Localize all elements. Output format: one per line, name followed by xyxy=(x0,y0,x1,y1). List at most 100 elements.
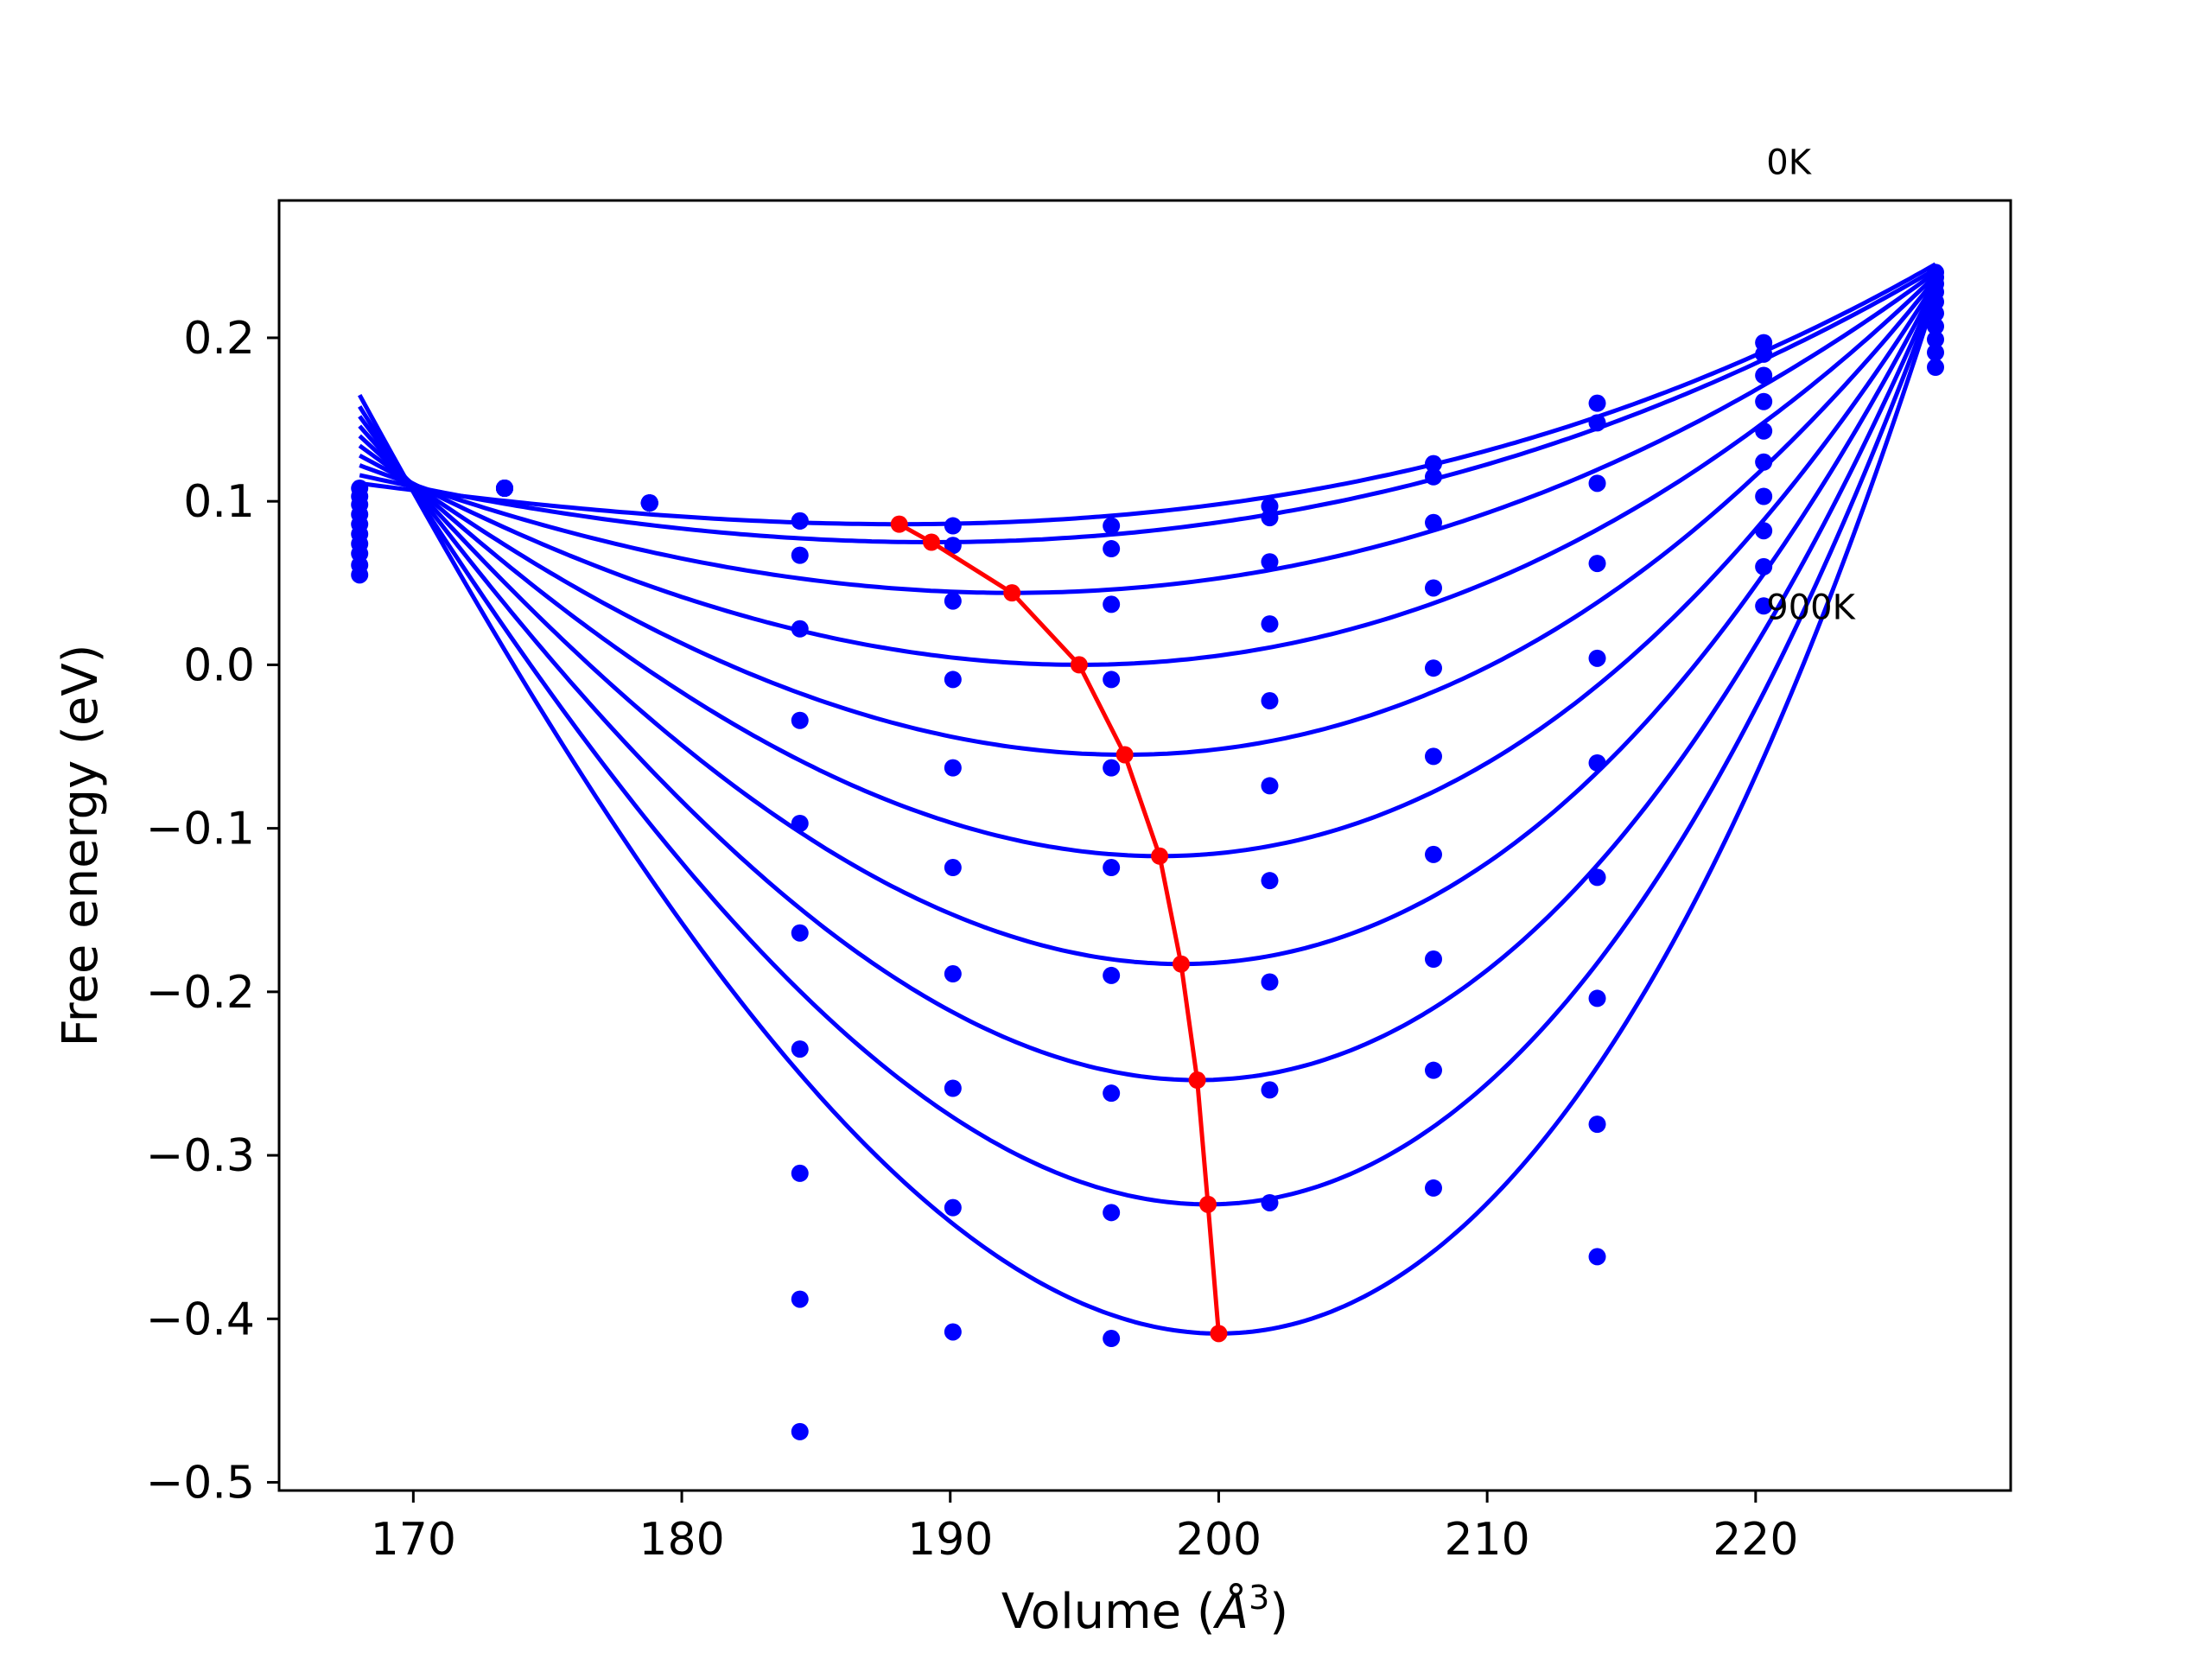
fit-curve-200K xyxy=(359,270,1937,595)
fit-curve-100K xyxy=(359,267,1937,544)
ticks-layer: 170 180 190 200 210 220 −0.5 −0.4 −0.3 −0.2 −0.1 0.… xyxy=(146,313,1799,1566)
data-point-900K-3 xyxy=(791,1290,809,1308)
data-point-500K-8 xyxy=(1588,753,1606,772)
data-points-layer xyxy=(351,264,1945,1440)
data-point-900K-2 xyxy=(640,494,658,512)
x-axis-title-volume: Volume ( xyxy=(1001,1584,1216,1640)
y-tick-label-6: 0.1 xyxy=(183,476,255,528)
annotations-layer: 0K 900K xyxy=(1766,143,1856,628)
minima-point-8 xyxy=(1199,1195,1217,1213)
data-point-700K-9 xyxy=(1755,522,1773,540)
minima-point-5 xyxy=(1151,847,1169,865)
data-point-400K-6 xyxy=(1261,692,1279,710)
minima-point-2 xyxy=(1003,584,1021,602)
data-point-600K-10 xyxy=(1927,317,1945,335)
data-point-800K-7 xyxy=(1425,1061,1442,1079)
data-point-200K-6 xyxy=(1261,553,1279,571)
fit-curve-500K xyxy=(358,281,1938,859)
data-point-600K-5 xyxy=(1103,966,1121,984)
data-point-500K-10 xyxy=(1927,304,1945,322)
data-point-400K-8 xyxy=(1588,649,1606,667)
data-point-200K-3 xyxy=(791,546,809,564)
y-axis-title: Free energy (eV) xyxy=(53,644,109,1046)
minima-point-6 xyxy=(1172,955,1190,973)
data-point-300K-6 xyxy=(1261,615,1279,633)
plot-frame xyxy=(277,199,2012,1492)
x-axis-title: Volume (Å3) xyxy=(1001,1579,1288,1640)
data-point-200K-4 xyxy=(944,592,962,610)
y-tick-label-3: −0.2 xyxy=(146,967,255,1019)
data-point-100K-4 xyxy=(944,537,962,555)
data-point-600K-8 xyxy=(1588,868,1606,887)
data-point-700K-7 xyxy=(1425,950,1442,969)
data-point-500K-7 xyxy=(1425,747,1442,766)
data-point-900K-5 xyxy=(1103,1330,1121,1348)
annotation-0K: 0K xyxy=(1766,143,1812,183)
data-point-800K-6 xyxy=(1261,1081,1279,1099)
minima-point-4 xyxy=(1116,746,1134,764)
data-point-900K-10 xyxy=(1927,359,1945,377)
x-tick-label-200: 200 xyxy=(1176,1514,1262,1566)
data-point-900K-9 xyxy=(1755,597,1773,615)
data-point-300K-5 xyxy=(1103,671,1121,689)
data-point-extra-0 xyxy=(791,1422,809,1440)
data-point-300K-9 xyxy=(1755,392,1773,410)
data-point-300K-8 xyxy=(1588,555,1606,573)
y-tick-label-2: −0.3 xyxy=(146,1130,255,1182)
minima-point-7 xyxy=(1188,1071,1206,1090)
data-point-900K-6 xyxy=(1261,1193,1279,1211)
data-point-700K-5 xyxy=(1103,1084,1121,1103)
minima-point-9 xyxy=(1210,1325,1228,1343)
data-point-700K-4 xyxy=(944,1079,962,1097)
data-point-200K-7 xyxy=(1425,513,1442,531)
data-point-700K-8 xyxy=(1588,989,1606,1007)
data-point-700K-10 xyxy=(1927,330,1945,348)
x-tick-label-210: 210 xyxy=(1445,1514,1530,1566)
data-point-600K-9 xyxy=(1755,487,1773,505)
data-point-500K-6 xyxy=(1261,777,1279,795)
data-point-900K-8 xyxy=(1588,1248,1606,1266)
data-point-400K-4 xyxy=(944,759,962,777)
minima-point-3 xyxy=(1070,656,1088,674)
data-point-100K-7 xyxy=(1425,467,1442,486)
x-tick-label-180: 180 xyxy=(639,1514,724,1566)
data-point-400K-7 xyxy=(1425,659,1442,677)
data-point-100K-9 xyxy=(1755,345,1773,363)
data-point-600K-4 xyxy=(944,965,962,983)
data-point-300K-3 xyxy=(791,620,809,638)
minima-point-1 xyxy=(922,533,940,551)
data-point-400K-9 xyxy=(1755,422,1773,440)
data-point-100K-5 xyxy=(1103,540,1121,558)
data-point-900K-4 xyxy=(944,1323,962,1341)
data-point-700K-3 xyxy=(791,1040,809,1058)
data-point-800K-9 xyxy=(1755,557,1773,575)
y-tick-label-1: −0.4 xyxy=(146,1294,255,1345)
data-point-500K-3 xyxy=(791,814,809,832)
fit-curves-layer xyxy=(358,262,1938,1336)
data-point-0K-7 xyxy=(1425,454,1442,473)
data-point-400K-3 xyxy=(791,711,809,729)
data-point-300K-7 xyxy=(1425,579,1442,597)
fit-curve-900K xyxy=(358,295,1938,1336)
data-point-800K-3 xyxy=(791,1164,809,1182)
x-axis-title-close: ) xyxy=(1269,1584,1288,1640)
fit-curve-700K xyxy=(358,288,1938,1083)
data-point-100K-6 xyxy=(1261,509,1279,527)
data-point-500K-4 xyxy=(944,859,962,877)
x-tick-label-170: 170 xyxy=(371,1514,456,1566)
fit-curve-300K xyxy=(359,274,1937,667)
annotation-900K: 900K xyxy=(1766,588,1856,627)
x-tick-label-190: 190 xyxy=(907,1514,993,1566)
x-tick-label-220: 220 xyxy=(1713,1514,1798,1566)
data-point-800K-10 xyxy=(1927,343,1945,361)
data-point-0K-8 xyxy=(1588,394,1606,412)
minima-line xyxy=(898,522,1221,1334)
y-tick-label-4: −0.1 xyxy=(146,804,255,855)
data-point-500K-5 xyxy=(1103,859,1121,877)
fit-curve-800K xyxy=(358,291,1938,1207)
minima-layer xyxy=(890,515,1228,1343)
data-point-900K-1 xyxy=(495,480,513,498)
data-point-300K-4 xyxy=(944,671,962,689)
